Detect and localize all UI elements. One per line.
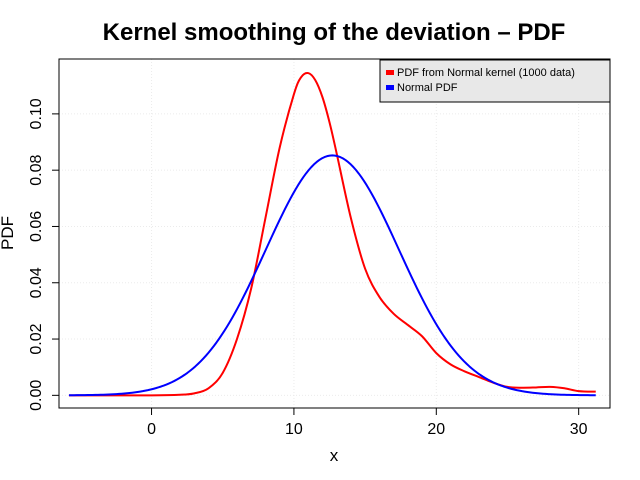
- y-axis-label: PDF: [0, 216, 17, 250]
- legend-label-kernel: PDF from Normal kernel (1000 data): [397, 67, 575, 79]
- legend-swatch-kernel: [386, 70, 394, 75]
- y-tick-label: 0.04: [28, 267, 45, 298]
- x-tick-label: 10: [285, 421, 303, 438]
- x-tick-label: 30: [570, 421, 588, 438]
- x-tick-label: 0: [147, 421, 156, 438]
- legend-swatch-normal: [386, 85, 394, 90]
- y-tick-label: 0.10: [28, 98, 45, 129]
- y-tick-label: 0.08: [28, 155, 45, 186]
- x-axis-label: x: [330, 446, 339, 465]
- y-tick-label: 0.00: [28, 380, 45, 411]
- series-line-kernel-pdf: [68, 71, 596, 397]
- series-group: [68, 71, 596, 397]
- series-line-normal-pdf: [68, 154, 596, 397]
- legend-box: [379, 59, 611, 103]
- legend: PDF from Normal kernel (1000 data) Norma…: [379, 59, 611, 103]
- legend-label-normal: Normal PDF: [397, 82, 458, 94]
- y-tick-label: 0.06: [28, 211, 45, 242]
- axes: 0 10 20 30 0.00 0.02 0.04 0.06 0.08 0.10: [28, 98, 588, 438]
- chart-title: Kernel smoothing of the deviation – PDF: [103, 19, 566, 46]
- y-tick-label: 0.02: [28, 323, 45, 354]
- grid: [59, 59, 610, 408]
- x-tick-label: 20: [427, 421, 445, 438]
